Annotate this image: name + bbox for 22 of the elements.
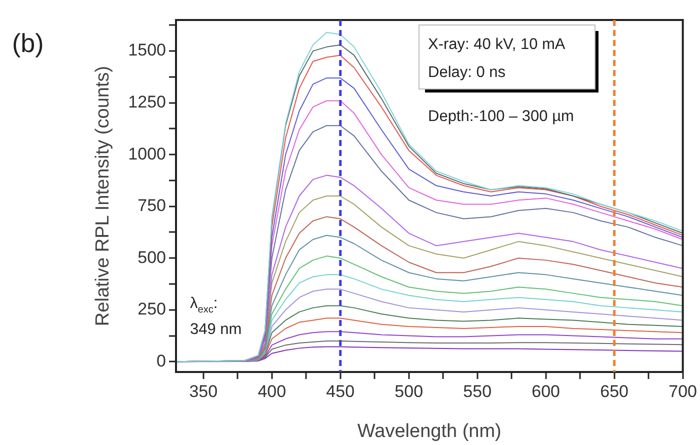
x-tick-label: 650 <box>600 382 629 401</box>
annotation: Depth:-100 – 300 µm <box>428 108 574 125</box>
x-tick-label: 350 <box>189 382 218 401</box>
y-tick-label: 500 <box>138 248 166 267</box>
y-tick-label: 250 <box>138 300 166 319</box>
y-tick-label: 1500 <box>128 40 166 60</box>
annotation: Delay: 0 ns <box>428 64 506 81</box>
x-tick-label: 600 <box>532 382 560 401</box>
y-axis-title: Relative RPL Intensity (counts) <box>92 66 114 326</box>
x-tick-label: 700 <box>668 382 698 401</box>
x-axis-title: Wavelength (nm) <box>357 420 502 442</box>
x-tick-label: 550 <box>463 382 492 401</box>
y-tick-label: 1250 <box>128 92 166 112</box>
annotation: X-ray: 40 kV, 10 mA <box>428 36 566 53</box>
x-tick-label: 500 <box>394 382 424 401</box>
x-tick-label: 400 <box>258 382 286 401</box>
y-tick-label: 1000 <box>128 144 166 164</box>
y-tick-label: 0 <box>156 351 166 370</box>
x-tick-label: 450 <box>326 382 355 401</box>
y-tick-label: 750 <box>138 196 166 216</box>
annotation: 349 nm <box>190 321 242 338</box>
text: (b) <box>12 28 44 58</box>
